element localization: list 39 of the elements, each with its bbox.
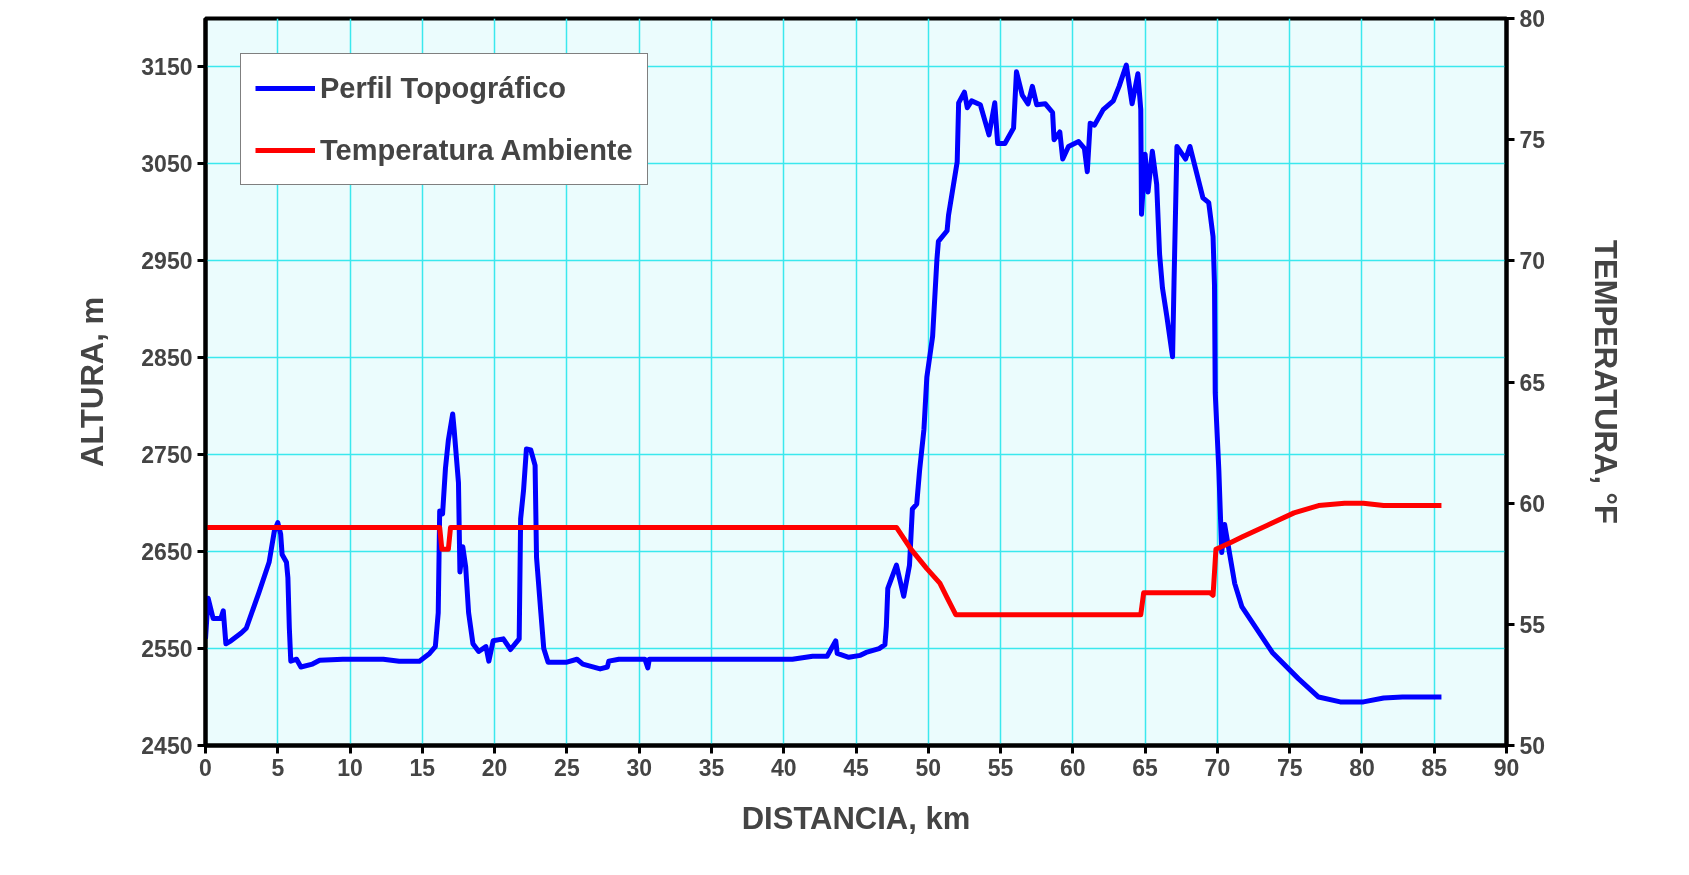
x-tick-label: 35 xyxy=(698,754,725,781)
legend-label: Temperatura Ambiente xyxy=(320,132,633,168)
y2-tick-label: 75 xyxy=(1519,127,1546,154)
y2-tick-label: 70 xyxy=(1519,248,1546,275)
x-tick-label: 80 xyxy=(1349,754,1375,781)
x-tick-label: 15 xyxy=(409,754,436,781)
x-tick-label: 20 xyxy=(481,754,508,781)
y2-tick-label: 50 xyxy=(1519,733,1546,759)
x-tick-label: 90 xyxy=(1493,754,1520,781)
x-tick-label: 45 xyxy=(843,754,869,781)
legend-label: Perfil Topográfico xyxy=(320,70,566,106)
x-axis-title: DISTANCIA, km xyxy=(741,800,971,836)
y-tick-label: 3150 xyxy=(141,54,193,81)
x-tick-label: 30 xyxy=(626,754,652,781)
y-tick-label: 2650 xyxy=(141,539,193,566)
x-tick-label: 40 xyxy=(770,754,797,781)
y-axis-title: ALTURA, m xyxy=(75,297,111,467)
x-tick-label: 25 xyxy=(554,754,580,781)
x-tick-label: 5 xyxy=(271,754,285,781)
x-tick-label: 70 xyxy=(1204,754,1231,781)
x-tick-label: 75 xyxy=(1276,754,1303,781)
x-tick-label: 55 xyxy=(987,754,1014,781)
x-tick-label: 60 xyxy=(1060,754,1086,781)
x-tick-label: 65 xyxy=(1132,754,1159,781)
y-tick-label: 2450 xyxy=(141,733,193,759)
x-tick-label: 50 xyxy=(915,754,942,781)
y2-tick-label: 60 xyxy=(1519,490,1546,517)
y-tick-label: 3050 xyxy=(141,151,193,178)
x-tick-label: 10 xyxy=(337,754,363,781)
x-tick-label: 0 xyxy=(199,754,212,781)
x-tick-label: 85 xyxy=(1421,754,1448,781)
y2-axis-title: TEMPERATURA, °F xyxy=(1588,240,1624,524)
y-tick-label: 2750 xyxy=(141,442,193,469)
y-tick-label: 2550 xyxy=(141,636,193,663)
y2-tick-label: 80 xyxy=(1519,6,1546,32)
y-tick-label: 2850 xyxy=(141,345,193,372)
y2-tick-label: 55 xyxy=(1519,611,1546,638)
y2-tick-label: 65 xyxy=(1519,369,1546,396)
y-tick-label: 2950 xyxy=(141,248,193,275)
